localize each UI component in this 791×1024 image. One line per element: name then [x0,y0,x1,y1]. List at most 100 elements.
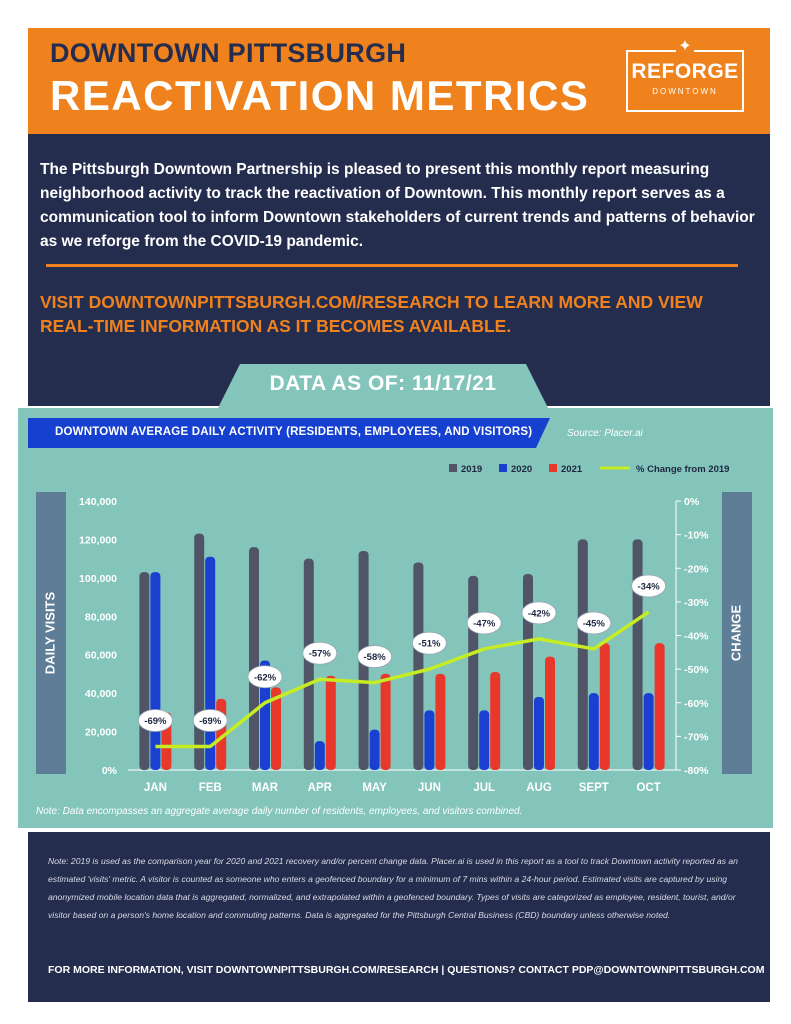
legend-label-2021: 2021 [561,464,583,475]
bar-2019-oct [632,539,643,770]
chart-source: Source: Placer.ai [567,428,643,439]
percent-label: -57% [309,649,332,660]
y2-tick-label: -10% [684,530,709,542]
y-tick-label: 40,000 [85,688,117,700]
percent-label: -51% [418,639,441,650]
x-tick-label: AUG [526,782,552,794]
intro-paragraph: The Pittsburgh Downtown Partnership is p… [40,161,755,250]
bar-2019-jul [468,575,479,770]
data-date-tab [218,364,548,408]
logo-main-text: REFORGE [631,60,739,83]
methodology-note: Note: 2019 is used as the comparison yea… [48,856,738,920]
bar-2019-feb [194,533,205,770]
logo-star-icon: ✦ [676,38,694,56]
percent-label-bubble [631,574,666,598]
y2-tick-label: -20% [684,563,709,575]
legend-label-line: % Change from 2019 [636,464,729,475]
percent-label-bubble [411,631,447,655]
y2-tick-label: -40% [684,631,709,643]
y-tick-label: 120,000 [79,534,117,546]
bar-2019-aug [523,574,533,770]
percent-label: -69% [199,716,222,727]
percent-change-line [155,610,650,749]
y2-tick-label: -60% [684,698,709,710]
bar-2021-mar [271,687,281,770]
contact-line: FOR MORE INFORMATION, VISIT DOWNTOWNPITT… [48,964,765,976]
y2-tick-label: -70% [684,731,709,743]
x-tick-label: MAY [362,782,387,794]
y-axis-title: DAILY VISITS [42,591,57,674]
x-tick-label: JUL [473,782,495,794]
intro-band: The Pittsburgh Downtown Partnership is p… [28,134,770,406]
percent-label: -34% [638,581,661,592]
percent-label-bubble [137,709,173,732]
bar-2021-sept [599,643,610,770]
bar-2020-oct [643,693,654,770]
data-date-label: DATA AS OF: 11/17/21 [269,372,497,395]
x-tick-label: JAN [144,782,167,794]
legend-swatch-2020 [499,464,507,472]
reforge-logo: ✦ REFORGE DOWNTOWN [626,38,744,112]
bar-2020-may [369,729,380,770]
bar-2020-feb [205,556,216,770]
bar-2019-mar [249,547,259,770]
bar-2020-sept [588,693,599,770]
percent-label: -62% [254,672,277,683]
y2-axis-title: CHANGE [728,605,743,662]
x-tick-label: MAR [252,782,279,794]
y2-tick-label: -80% [684,765,709,777]
percent-label: -45% [583,618,606,629]
legend-swatch-2019 [449,464,457,472]
percent-label: -69% [144,716,167,727]
header-subtitle: DOWNTOWN PITTSBURGH [50,38,407,68]
percent-label: -58% [364,652,387,663]
x-tick-label: SEPT [579,782,609,794]
chart-title-bar [28,418,550,448]
bar-2020-jan [150,572,161,770]
y-tick-label: 140,000 [79,496,117,508]
percent-label: -42% [528,608,551,619]
bar-2019-jun [413,562,424,770]
y-axis-label-bg [36,492,66,774]
y-tick-label: 20,000 [85,727,117,739]
bar-2021-aug [545,656,555,770]
y-tick-label: 100,000 [79,573,117,585]
percent-label-bubble [521,601,557,625]
divider [46,264,738,267]
y-tick-label: 0% [102,765,118,777]
footer-band: Note: 2019 is used as the comparison yea… [28,832,770,1002]
x-tick-label: OCT [636,782,660,794]
y2-tick-label: 0% [684,496,700,508]
legend-swatch-2021 [549,464,557,472]
header-title: REACTIVATION METRICS [50,72,590,119]
percent-label-bubble [576,611,612,635]
bar-2019-sept [577,539,588,770]
bar-2020-aug [534,696,544,770]
y2-tick-label: -50% [684,664,709,676]
bar-2021-apr [325,675,336,770]
percent-label-bubble [357,645,393,668]
percent-label-bubble [192,709,228,732]
bar-2020-apr [314,741,325,770]
chart-title: DOWNTOWN AVERAGE DAILY ACTIVITY (RESIDEN… [55,426,533,438]
bar-2021-jun [435,673,446,770]
x-tick-label: FEB [199,782,222,794]
percent-label: -47% [473,618,496,629]
percent-label-bubble [302,641,338,665]
y2-tick-label: -30% [684,597,709,609]
y-tick-label: 80,000 [85,611,117,623]
visit-callout: VISIT DOWNTOWNPITTSBURGH.COM/RESEARCH TO… [40,292,703,336]
percent-label-bubble [247,665,283,689]
bar-2021-may [380,673,391,770]
bar-2019-jan [139,572,150,770]
legend-label-2019: 2019 [461,464,482,475]
y2-axis-label-bg [722,492,752,774]
bar-2021-jul [490,672,501,770]
legend-label-2020: 2020 [511,464,532,475]
bar-2020-jul [479,710,490,770]
bar-2019-apr [303,558,314,770]
bar-2020-jun [424,710,435,770]
logo-sub-text: DOWNTOWN [652,87,718,96]
bar-2021-oct [654,643,665,770]
